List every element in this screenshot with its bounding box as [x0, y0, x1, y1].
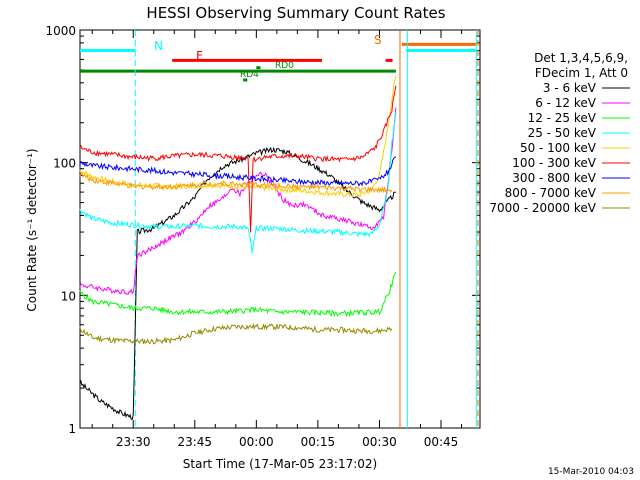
- annotation-n: N: [154, 39, 163, 53]
- data-series: [79, 75, 397, 420]
- legend: Det 1,3,4,5,6,9, FDecim 1, Att 0 3 - 6 k…: [489, 51, 630, 215]
- y-tick-label: 1: [68, 422, 76, 436]
- legend-label: 12 - 25 keV: [528, 111, 597, 125]
- generation-timestamp: 15-Mar-2010 04:03: [548, 467, 634, 477]
- series-25to50kev: [79, 112, 397, 254]
- series-800to7000kev: [79, 171, 393, 194]
- vertical-markers: [134, 30, 479, 428]
- x-tick-label: 00:30: [362, 435, 397, 449]
- x-tick-label: 23:30: [116, 435, 151, 449]
- legend-header-2: FDecim 1, Att 0: [535, 66, 628, 80]
- chart-title: HESSI Observing Summary Count Rates: [146, 4, 445, 22]
- legend-label: 6 - 12 keV: [535, 96, 597, 110]
- legend-label: 800 - 7000 keV: [505, 186, 597, 200]
- series-50to100kev: [79, 75, 397, 198]
- y-tick-label: 10: [61, 289, 76, 303]
- annotation-rd0: RD0: [275, 61, 294, 71]
- legend-label: 3 - 6 keV: [543, 81, 597, 95]
- annotation-f: F: [196, 49, 203, 63]
- x-axis-label: Start Time (17-Mar-05 23:17:02): [183, 457, 377, 471]
- x-tick-label: 00:00: [239, 435, 274, 449]
- y-tick-label: 1000: [45, 24, 76, 38]
- legend-label: 300 - 800 keV: [512, 171, 596, 185]
- x-axis: 23:30 23:45 00:00 00:15 00:30 00:45: [91, 30, 463, 449]
- x-tick-label: 00:15: [301, 435, 336, 449]
- series-3to6kev: [79, 146, 396, 420]
- series-6to12kev: [79, 107, 397, 295]
- series-12to25kev: [79, 271, 397, 318]
- legend-label: 50 - 100 keV: [520, 141, 597, 155]
- x-tick-label: 23:45: [177, 435, 212, 449]
- plot-frame: [79, 29, 481, 429]
- annotation-rd4: RD4: [240, 70, 259, 80]
- legend-label: 7000 - 20000 keV: [489, 201, 596, 215]
- y-axis-label: Count Rate (s⁻¹ detector⁻¹): [25, 148, 39, 311]
- y-tick-label: 100: [53, 157, 76, 171]
- legend-header-1: Det 1,3,4,5,6,9,: [534, 51, 628, 65]
- series-100to300kev: [79, 85, 397, 233]
- legend-label: 25 - 50 keV: [528, 126, 597, 140]
- series-7000to20000kev: [79, 322, 393, 345]
- annotation-s: S: [374, 33, 382, 47]
- event-bars: [80, 42, 476, 82]
- series-300to800kev: [79, 156, 396, 187]
- legend-label: 100 - 300 keV: [512, 156, 596, 170]
- x-tick-label: 00:45: [424, 435, 459, 449]
